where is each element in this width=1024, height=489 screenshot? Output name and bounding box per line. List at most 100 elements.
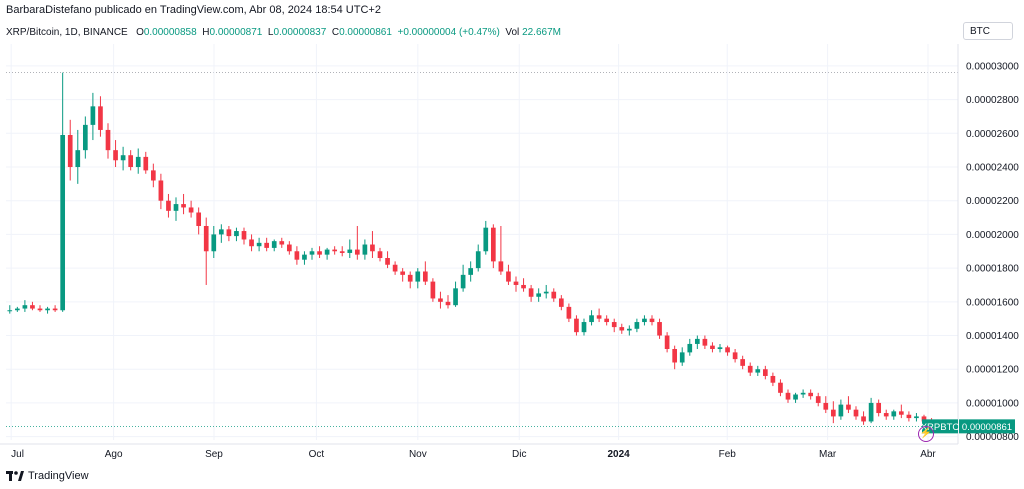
candle (430, 278, 436, 302)
candle (747, 362, 753, 376)
candle (604, 315, 610, 326)
candle (438, 291, 443, 309)
candle-body (75, 150, 81, 168)
candle (128, 150, 134, 171)
candle-body (332, 249, 338, 252)
candle (770, 372, 776, 387)
publisher-byline: BarbaraDistefano publicado en TradingVie… (6, 4, 381, 16)
candle-body (370, 244, 375, 252)
badge-symbol: XRPBTC (921, 422, 960, 433)
candle (377, 247, 383, 262)
candle-body (876, 402, 882, 414)
candle-body (785, 392, 791, 400)
candle-body (483, 227, 489, 252)
candle-body (762, 369, 768, 376)
candle (672, 345, 678, 370)
candle (883, 409, 889, 420)
candle (626, 325, 632, 336)
currency-selector[interactable]: BTC (963, 22, 1013, 40)
y-tick-label: 0.00000800 (966, 432, 1019, 443)
tradingview-brand[interactable]: TradingView (6, 470, 89, 482)
candle (513, 276, 519, 292)
candle-body (793, 394, 798, 400)
y-tick-label: 0.00001800 (966, 264, 1019, 275)
candle (664, 332, 670, 353)
candle (710, 342, 715, 353)
candle-body (203, 225, 209, 252)
candle (868, 397, 874, 424)
x-tick-label: Sep (205, 449, 223, 460)
candle (135, 148, 141, 174)
y-tick-label: 0.00002000 (966, 230, 1019, 241)
brand-name: TradingView (28, 470, 89, 482)
candle-body (808, 392, 814, 397)
candle (793, 392, 798, 403)
candle (755, 365, 761, 376)
x-tick-label: Mar (819, 449, 837, 460)
candle-body (181, 204, 186, 208)
candle (891, 409, 897, 420)
high-value: 0.00000871 (209, 27, 263, 38)
candle (853, 406, 859, 420)
candle (173, 197, 179, 221)
candle-body (861, 416, 866, 422)
candle (354, 225, 360, 260)
candle (22, 300, 28, 312)
candle-body (853, 409, 859, 417)
candle (453, 281, 458, 307)
lightning-icon[interactable]: ⚡ (918, 426, 934, 442)
x-tick-label: Nov (409, 449, 427, 460)
x-tick-label: Dic (512, 449, 526, 460)
candle (740, 355, 746, 370)
low-value: 0.00000837 (273, 27, 327, 38)
y-tick-label: 0.00001400 (966, 331, 1019, 342)
y-tick-label: 0.00002600 (966, 129, 1019, 140)
candle (574, 315, 579, 336)
candle-body (120, 155, 126, 161)
candle-body (234, 231, 239, 237)
candle-body (513, 281, 519, 285)
candle (82, 116, 88, 159)
candle-body (430, 281, 436, 299)
y-tick-label: 0.00002800 (966, 95, 1019, 106)
candle (445, 295, 451, 309)
candle (7, 305, 13, 314)
candle-body (271, 241, 277, 248)
candle-body (468, 268, 474, 275)
candle-body (196, 212, 202, 226)
candle (241, 227, 247, 245)
candle (732, 349, 738, 363)
candle (98, 96, 103, 137)
candle (392, 261, 398, 275)
y-tick-label: 0.00001600 (966, 297, 1019, 308)
candle (52, 305, 58, 312)
candle (596, 308, 602, 323)
candle-body (22, 305, 28, 309)
x-tick-label: 2024 (607, 449, 630, 460)
candle-body (105, 129, 111, 151)
candle (279, 237, 285, 248)
candle-body (574, 318, 579, 333)
symbol-label[interactable]: XRP/Bitcoin, 1D, BINANCE (6, 27, 128, 38)
candle-body (906, 414, 912, 419)
candle-body (135, 156, 141, 168)
candle-body (558, 298, 564, 307)
candle (143, 151, 149, 174)
candle (914, 413, 919, 422)
candle-body (264, 242, 270, 248)
candle-body (770, 375, 776, 383)
candle (181, 193, 186, 215)
candle (687, 338, 693, 356)
candle-body (634, 322, 640, 329)
candle-body (218, 229, 224, 235)
candle (808, 389, 814, 400)
candle (362, 239, 368, 260)
candle-body (90, 106, 96, 125)
candle-body (589, 315, 594, 323)
candle (60, 72, 66, 312)
x-tick-label: Abr (920, 449, 936, 460)
candle-body (725, 347, 730, 353)
volume-value: 22.667M (522, 27, 561, 38)
change-value: +0.00000004 (+0.47%) (397, 27, 500, 38)
